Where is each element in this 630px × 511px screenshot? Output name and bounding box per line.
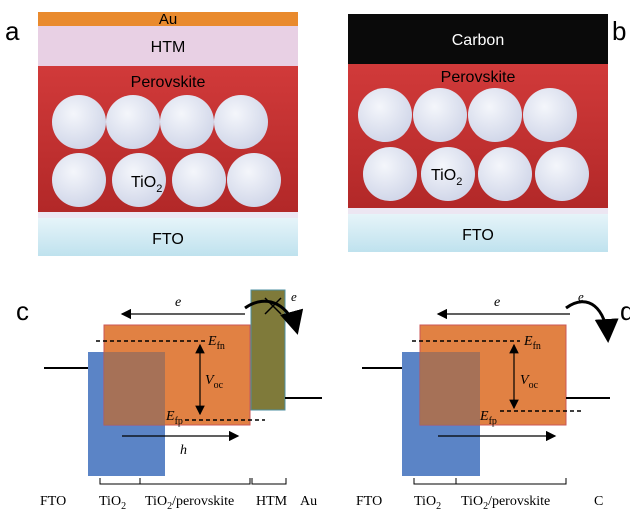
voc-label: Voc: [520, 373, 539, 391]
electron-label: e: [494, 295, 500, 310]
perovskite-label: Perovskite: [441, 69, 516, 86]
tio2-label: TiO2: [414, 494, 441, 511]
carbon-label: Carbon: [452, 32, 504, 49]
tio2-sphere: [112, 153, 166, 207]
tio2-sphere: [358, 88, 412, 142]
efn-label: Efn: [523, 334, 541, 352]
panel-a-letter: a: [5, 16, 20, 46]
tio2-sphere: [106, 95, 160, 149]
tio2-sphere: [214, 95, 268, 149]
fto-label: FTO: [356, 494, 382, 509]
electron-label: e: [175, 295, 181, 310]
tio2-sphere: [535, 147, 589, 201]
fto-layer: [348, 214, 608, 252]
carbon-layer: [348, 14, 608, 64]
tio2-bracket: [99, 478, 141, 485]
panel-c: c e e Efn Voc Efp h FTO TiO2 TiO2/perovs…: [16, 289, 322, 511]
perovskite-label: Perovskite: [131, 74, 206, 91]
blocked-cross: [264, 297, 282, 315]
tio2-sphere: [523, 88, 577, 142]
tio2-perovskite-label: TiO2/perovskite: [461, 494, 550, 511]
panel-a: a Au HTM Perovskite TiO2 FTO: [5, 11, 298, 256]
hole-label: h: [180, 443, 187, 458]
tio2-spheres: [358, 88, 589, 201]
efp-label: Efp: [165, 409, 183, 427]
interface-layer: [348, 208, 608, 214]
fto-layer: [38, 218, 298, 256]
panel-c-letter: c: [16, 296, 29, 326]
electron-label-2: e: [291, 289, 297, 304]
tio2-sphere: [52, 153, 106, 207]
band-overlap: [104, 352, 165, 425]
tio2-label: TiO2: [131, 174, 162, 195]
htm-bracket: [251, 478, 287, 485]
tio2-sphere: [172, 153, 226, 207]
c-label: C: [594, 494, 603, 509]
curved-electron-arrow: [565, 300, 619, 343]
tio2-spheres: [52, 95, 281, 207]
voc-label: Voc: [205, 373, 224, 391]
interface-layer: [38, 212, 298, 218]
efp-label: Efp: [479, 409, 497, 427]
tio2-sphere: [227, 153, 281, 207]
fto-label: FTO: [40, 494, 66, 509]
htm-band: [250, 289, 286, 411]
htm-layer: [38, 26, 298, 66]
tio2-sphere: [413, 88, 467, 142]
panel-d-letter: d: [620, 296, 630, 326]
au-layer: [38, 12, 298, 26]
panel-b-letter: b: [612, 16, 626, 46]
fto-label: FTO: [152, 231, 184, 248]
panel-d: d e e Efn Voc Efp FTO TiO2 TiO2/perovski…: [356, 289, 630, 511]
tio2-sphere: [363, 147, 417, 201]
efn-label: Efn: [207, 334, 225, 352]
htm-label: HTM: [151, 39, 186, 56]
tio2-sphere: [478, 147, 532, 201]
tio2-sphere: [421, 147, 475, 201]
tio2-sphere: [52, 95, 106, 149]
electron-label-2: e: [578, 289, 584, 304]
tio2-label: TiO2: [431, 167, 462, 188]
curved-electron-arrow: [244, 299, 304, 335]
fto-label: FTO: [462, 227, 494, 244]
tio2-label: TiO2: [99, 494, 126, 511]
tio2-sphere: [160, 95, 214, 149]
tio2-perovskite-bracket: [139, 478, 251, 485]
au-label: Au: [300, 494, 317, 509]
htm-label: HTM: [256, 494, 288, 509]
tio2-perovskite-bracket: [455, 478, 567, 485]
panel-b: b Carbon Perovskite TiO2 FTO: [348, 14, 626, 252]
tio2-perovskite-label: TiO2/perovskite: [145, 494, 234, 511]
au-label: Au: [159, 11, 177, 28]
tio2-bracket: [413, 478, 457, 485]
band-overlap: [420, 352, 480, 425]
tio2-sphere: [468, 88, 522, 142]
